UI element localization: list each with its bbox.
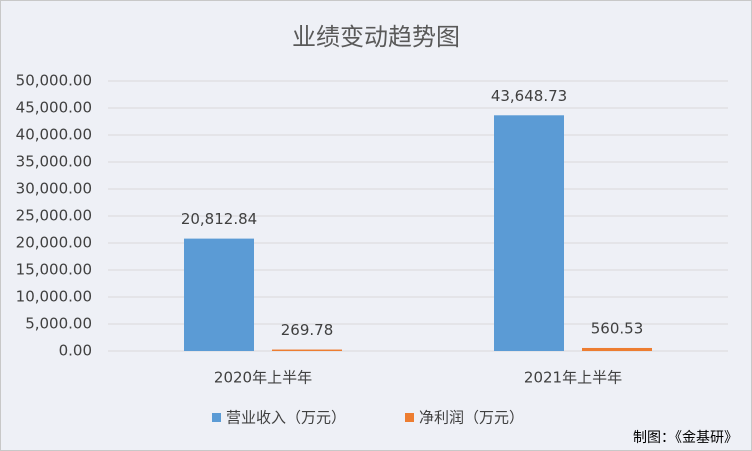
data-label: 560.53: [591, 319, 644, 337]
y-tick-label: 15,000.00: [16, 261, 92, 279]
bar: [184, 238, 254, 351]
note: 制图：《金基研》: [633, 429, 738, 446]
bar: [272, 349, 342, 351]
chart-title: 业绩变动趋势图: [292, 23, 460, 51]
data-label: 269.78: [281, 321, 334, 339]
legend-label: 营业收入（万元）: [226, 409, 346, 427]
y-tick-label: 45,000.00: [16, 99, 92, 117]
y-tick-label: 0.00: [59, 342, 92, 360]
x-tick-label: 2020年上半年: [214, 369, 312, 387]
legend-label: 净利润（万元）: [419, 409, 524, 427]
bar: [494, 115, 564, 351]
y-tick-label: 10,000.00: [16, 288, 92, 306]
data-label: 20,812.84: [181, 210, 257, 228]
y-tick-label: 35,000.00: [16, 153, 92, 171]
x-tick-label: 2021年上半年: [524, 369, 622, 387]
y-tick-label: 30,000.00: [16, 180, 92, 198]
y-tick-label: 50,000.00: [16, 72, 92, 90]
y-tick-label: 5,000.00: [25, 315, 92, 333]
legend-swatch: [212, 413, 221, 422]
data-label: 43,648.73: [491, 87, 567, 105]
legend-swatch: [405, 413, 414, 422]
bar: [582, 347, 652, 351]
y-tick-label: 25,000.00: [16, 207, 92, 225]
y-tick-label: 40,000.00: [16, 126, 92, 144]
y-tick-label: 20,000.00: [16, 234, 92, 252]
